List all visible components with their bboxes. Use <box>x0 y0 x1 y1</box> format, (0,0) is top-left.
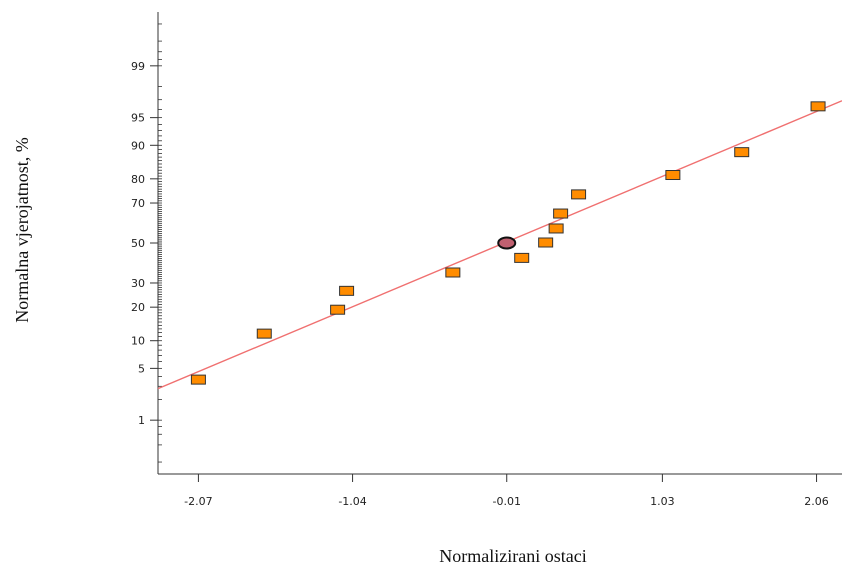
data-point <box>571 189 587 200</box>
y-tick-label: 5 <box>138 362 145 375</box>
y-tick-label: 80 <box>131 173 145 186</box>
data-point <box>256 328 272 339</box>
data-points <box>190 101 826 385</box>
data-point <box>330 304 346 315</box>
y-tick-label: 30 <box>131 277 145 290</box>
y-axis-title: Normalna vjerojatnost, % <box>12 137 32 322</box>
data-point <box>810 101 826 112</box>
data-point <box>190 374 206 385</box>
y-tick-label: 1 <box>138 414 145 427</box>
x-tick-label: 2.06 <box>804 495 829 508</box>
data-point <box>445 267 461 278</box>
x-tick-label: -1.04 <box>338 495 366 508</box>
x-axis-title: Normalizirani ostaci <box>439 546 586 565</box>
data-point <box>514 252 530 263</box>
y-minor-ticks <box>158 23 162 463</box>
y-tick-label: 90 <box>131 139 145 152</box>
y-tick-label: 70 <box>131 197 145 210</box>
data-point <box>538 237 554 248</box>
x-tick-label: -0.01 <box>493 495 521 508</box>
x-tick-label: -2.07 <box>184 495 212 508</box>
data-point <box>665 170 681 181</box>
y-tick-label: 95 <box>131 112 145 125</box>
y-tick-label: 20 <box>131 301 145 314</box>
data-point <box>339 285 355 296</box>
y-axis-ticks: 1 5 10 20 30 50 70 80 90 95 99 <box>131 60 158 427</box>
data-point <box>553 208 569 219</box>
y-tick-label: 99 <box>131 60 145 73</box>
highlighted-point <box>497 236 517 250</box>
x-axis-ticks: -2.07 -1.04 -0.01 1.03 2.06 <box>184 474 829 508</box>
y-tick-label: 50 <box>131 237 145 250</box>
data-point <box>734 147 750 158</box>
y-tick-label: 10 <box>131 335 145 348</box>
x-tick-label: 1.03 <box>650 495 675 508</box>
data-point <box>548 223 564 234</box>
